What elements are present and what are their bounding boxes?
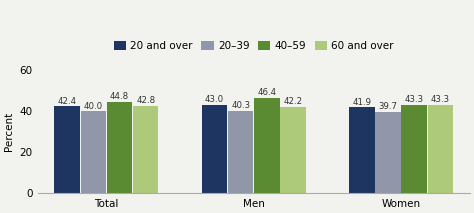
Bar xyxy=(81,111,106,193)
Bar xyxy=(428,105,453,193)
Bar xyxy=(349,108,374,193)
Text: 43.0: 43.0 xyxy=(205,95,224,104)
Text: 41.9: 41.9 xyxy=(352,98,371,107)
Bar xyxy=(375,112,401,193)
Bar xyxy=(133,106,158,193)
Bar xyxy=(280,107,306,193)
Text: 40.3: 40.3 xyxy=(231,101,250,110)
Y-axis label: Percent: Percent xyxy=(4,112,14,151)
Text: 42.8: 42.8 xyxy=(136,96,155,105)
Text: 43.3: 43.3 xyxy=(405,95,424,104)
Text: 42.2: 42.2 xyxy=(283,97,302,106)
Text: 43.3: 43.3 xyxy=(431,95,450,104)
Text: 40.0: 40.0 xyxy=(84,102,103,111)
Bar xyxy=(107,102,132,193)
Text: 46.4: 46.4 xyxy=(257,88,276,98)
Bar xyxy=(228,111,254,193)
Bar xyxy=(254,98,280,193)
Legend: 20 and over, 20–39, 40–59, 60 and over: 20 and over, 20–39, 40–59, 60 and over xyxy=(114,41,394,51)
Bar xyxy=(202,105,227,193)
Text: 42.4: 42.4 xyxy=(58,97,77,106)
Text: 44.8: 44.8 xyxy=(110,92,129,101)
Text: 39.7: 39.7 xyxy=(379,102,398,111)
Bar xyxy=(401,105,427,193)
Bar xyxy=(55,106,80,193)
